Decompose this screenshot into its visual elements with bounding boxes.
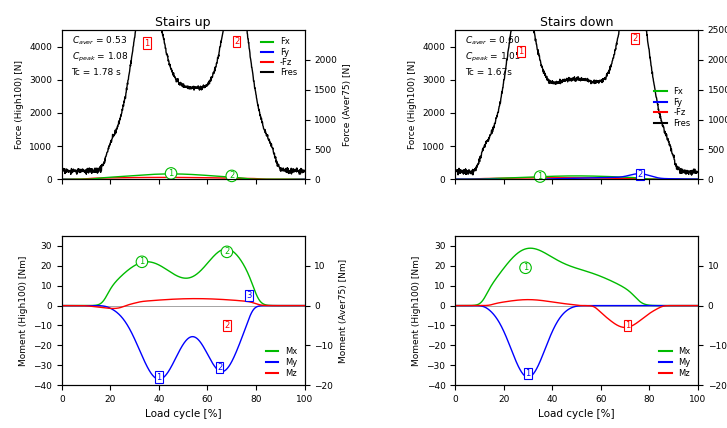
- Text: 3: 3: [0, 427, 1, 428]
- Text: 2: 2: [0, 427, 1, 428]
- Text: 3: 3: [246, 291, 252, 300]
- Text: 1: 1: [0, 427, 1, 428]
- Text: 2: 2: [632, 34, 638, 43]
- Text: 2: 2: [224, 321, 230, 330]
- Text: $C_{aver}$ = 0.60
$C_{peak}$ = 1.05
Tc = 1.67s: $C_{aver}$ = 0.60 $C_{peak}$ = 1.05 Tc =…: [465, 34, 521, 77]
- Text: 2: 2: [217, 363, 222, 372]
- Legend: Fx, Fy, -Fz, Fres: Fx, Fy, -Fz, Fres: [651, 84, 694, 131]
- Text: 1: 1: [169, 169, 174, 178]
- Text: 1: 1: [625, 321, 630, 330]
- Legend: Mx, My, Mz: Mx, My, Mz: [656, 344, 694, 381]
- Text: 1: 1: [523, 263, 528, 272]
- Text: 2: 2: [0, 427, 1, 428]
- Text: 1: 1: [144, 39, 150, 48]
- Text: 1: 1: [140, 257, 145, 266]
- X-axis label: Load cycle [%]: Load cycle [%]: [538, 410, 615, 419]
- Y-axis label: Force (High100) [N]: Force (High100) [N]: [408, 60, 417, 149]
- Text: $C_{aver}$ = 0.53
$C_{peak}$ = 1.08
Tc = 1.78 s: $C_{aver}$ = 0.53 $C_{peak}$ = 1.08 Tc =…: [71, 34, 128, 77]
- Text: 2: 2: [637, 170, 642, 179]
- Text: 2: 2: [229, 171, 234, 181]
- Text: 1: 1: [156, 373, 161, 382]
- Text: 1: 1: [526, 369, 531, 378]
- Y-axis label: Moment (Aver75) [Nm]: Moment (Aver75) [Nm]: [339, 259, 348, 363]
- Y-axis label: Moment (High100) [Nm]: Moment (High100) [Nm]: [412, 256, 421, 366]
- Text: 2: 2: [224, 247, 230, 256]
- Y-axis label: Force (High100) [N]: Force (High100) [N]: [15, 60, 23, 149]
- Legend: Fx, Fy, -Fz, Fres: Fx, Fy, -Fz, Fres: [257, 34, 300, 80]
- Title: Stairs up: Stairs up: [156, 16, 211, 29]
- Legend: Mx, My, Mz: Mx, My, Mz: [262, 344, 300, 381]
- Text: 1: 1: [0, 427, 1, 428]
- Text: 1: 1: [537, 172, 543, 181]
- Y-axis label: Force (Aver75) [N]: Force (Aver75) [N]: [343, 63, 352, 146]
- Y-axis label: Moment (High100) [Nm]: Moment (High100) [Nm]: [18, 256, 28, 366]
- Text: 1: 1: [518, 47, 523, 56]
- X-axis label: Load cycle [%]: Load cycle [%]: [145, 410, 222, 419]
- Title: Stairs down: Stairs down: [539, 16, 614, 29]
- Text: 2: 2: [234, 37, 239, 46]
